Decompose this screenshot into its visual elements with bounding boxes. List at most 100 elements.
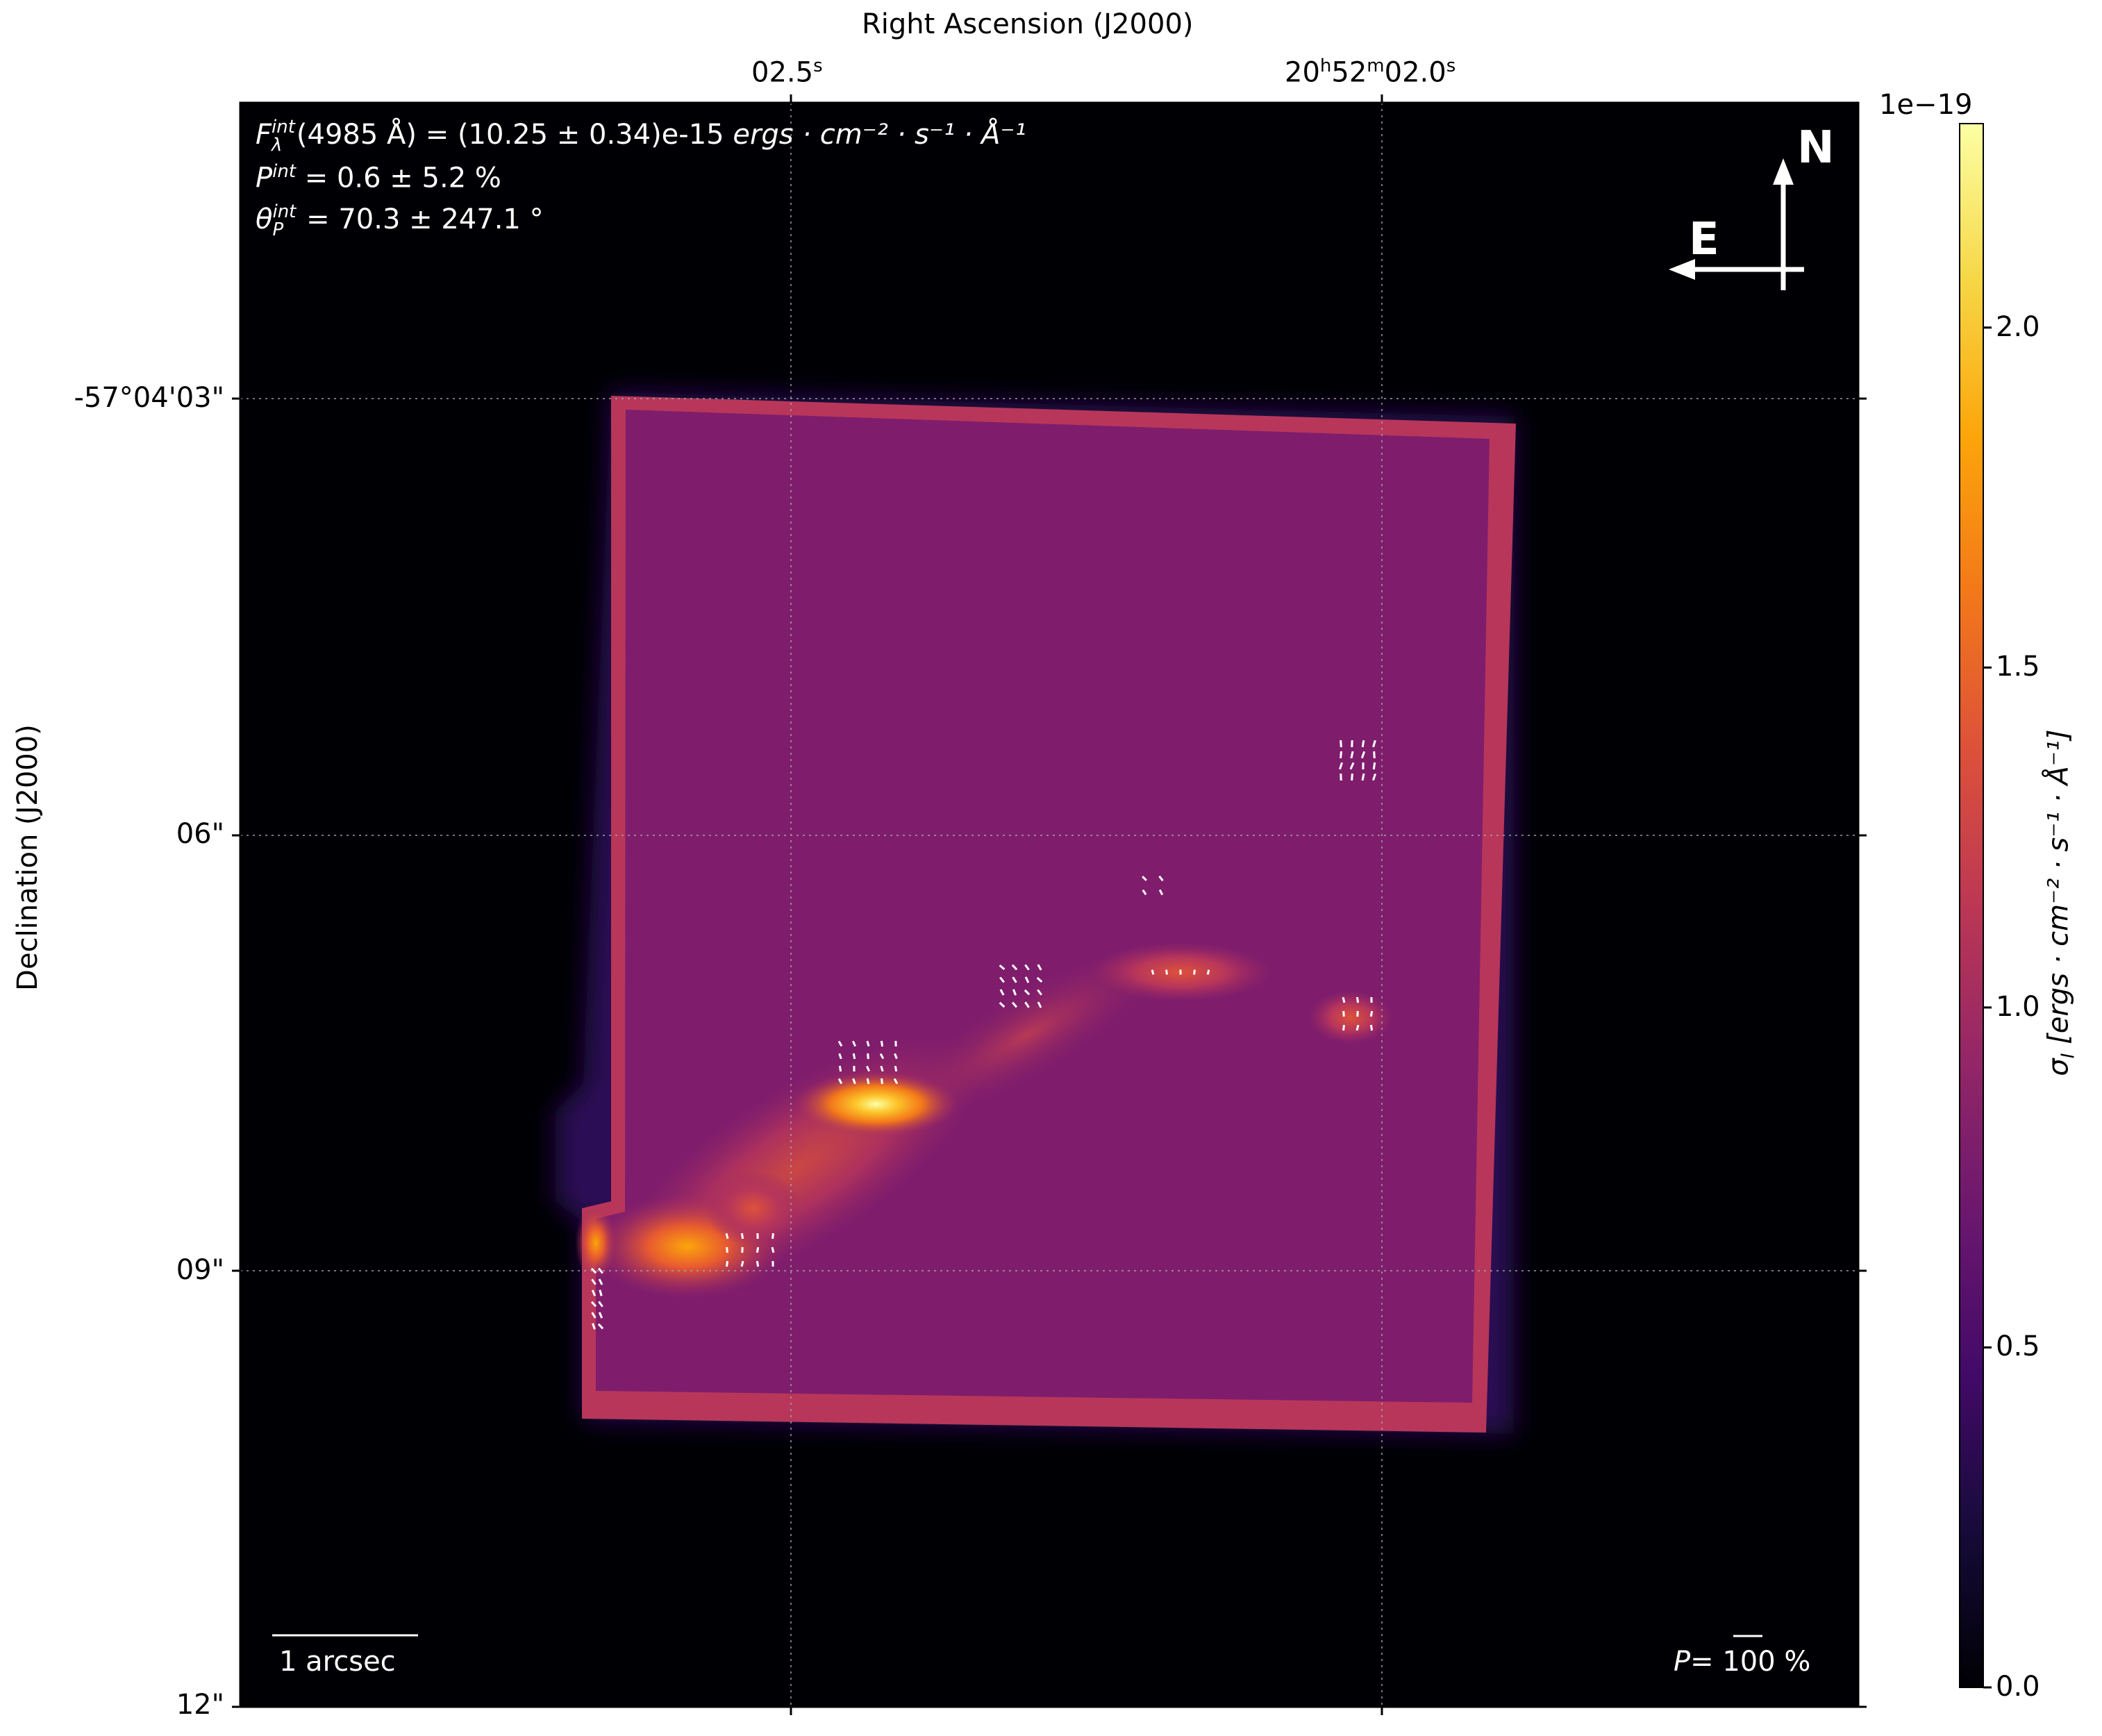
y-tick-label-3: 09" — [176, 1254, 224, 1286]
polarization-vector — [894, 1053, 898, 1060]
polarization-vector — [726, 1246, 728, 1253]
polarization-vector — [771, 1246, 775, 1253]
polarization-vector — [1024, 1001, 1030, 1008]
polarization-vector — [1360, 751, 1366, 759]
polarization-vector — [1373, 751, 1376, 759]
polarization-vector — [879, 1053, 885, 1060]
angle-annotation: θ int P = 70.3 ± 247.1 ° — [256, 201, 544, 240]
polarization-vector — [999, 964, 1006, 971]
polarization-vector — [852, 1078, 856, 1085]
scalebar-label: 1 arcsec — [279, 1646, 396, 1678]
polarization-vector — [1151, 969, 1155, 975]
axes-frame — [239, 101, 1860, 1708]
polarization-vector — [838, 1053, 842, 1060]
colorbar-gradient — [1960, 124, 1983, 1687]
compass-east-arrowhead — [1669, 259, 1695, 280]
polarization-vector — [598, 1301, 603, 1308]
polarization-vector — [598, 1312, 603, 1319]
polarization-vector — [1372, 740, 1376, 748]
x-tick-label-1: 02.5s — [751, 56, 823, 89]
polarization-vector — [599, 1290, 603, 1296]
polarization-vector — [1342, 996, 1346, 1003]
polarization-vector — [598, 1278, 603, 1285]
polarization-vector — [591, 1290, 597, 1296]
polarization-vector — [866, 1040, 870, 1047]
polarization-vector — [1037, 1001, 1042, 1008]
polarization-vector — [726, 1260, 728, 1267]
polarization-vector — [1036, 976, 1043, 983]
colorbar-tick-label: 2.0 — [1996, 310, 2040, 343]
y-tick-label-2: 06" — [176, 818, 224, 850]
polarization-vector — [866, 1065, 870, 1072]
polarization-vector — [1024, 964, 1030, 971]
polarization-vector — [1356, 996, 1360, 1003]
polarization-vector — [1339, 762, 1343, 770]
knot-far-east — [1309, 991, 1392, 1044]
polarization-vector — [590, 1301, 597, 1308]
colorbar-frame — [1959, 123, 1984, 1688]
y-tick-label-1: -57°04'03" — [74, 382, 224, 414]
polarization-vector — [592, 1323, 596, 1330]
polarization-vector — [756, 1260, 760, 1267]
colorbar — [1959, 123, 1992, 1689]
polarization-vector — [881, 1078, 883, 1085]
polarization-vector — [1037, 964, 1042, 971]
polarization-vector — [1037, 989, 1042, 996]
polarization-vector — [1142, 876, 1147, 881]
polarization-vector — [598, 1267, 603, 1274]
polarization-vector — [880, 1040, 884, 1047]
polarization-vector — [591, 1278, 597, 1285]
polarization-vector — [999, 989, 1005, 996]
polarization-vector — [1193, 969, 1196, 975]
grid-lines — [240, 103, 1858, 1707]
polarization-vector — [1024, 989, 1031, 996]
colorbar-offset-label: 1e−19 — [1879, 89, 1973, 121]
x-axis-label: Right Ascension (J2000) — [862, 8, 1194, 40]
knot-peak — [793, 1071, 960, 1137]
knot-mid-west — [705, 1170, 802, 1246]
y-tick-label-4: 12" — [176, 1689, 224, 1721]
polarization-vector — [1142, 889, 1147, 896]
polarization-vector — [1350, 751, 1354, 759]
polarization-vector — [852, 1053, 856, 1060]
polarization-vector — [1340, 751, 1342, 759]
polarization-vector — [1351, 773, 1353, 781]
polarization-vector — [591, 1312, 597, 1319]
polarization-vector — [837, 1040, 843, 1047]
polarization-annotation: Pint = 0.6 ± 5.2 % — [256, 161, 501, 194]
polarization-vector — [837, 1078, 843, 1085]
tick-marks — [232, 94, 1867, 1715]
polarization-vector — [1340, 740, 1342, 748]
polarization-vector — [771, 1233, 774, 1240]
polarization-vector — [1356, 1024, 1360, 1031]
filament-glow-2 — [894, 950, 1162, 1119]
polarization-vector — [999, 976, 1005, 983]
image-axes — [232, 94, 1867, 1715]
polarization-vector — [1024, 976, 1030, 983]
knot-edge-west — [575, 1205, 617, 1281]
polarization-vector — [1012, 989, 1017, 996]
polarization-vector — [756, 1246, 760, 1253]
polarization-vector — [1361, 740, 1365, 748]
polarization-vector — [590, 1267, 597, 1274]
polarization-vector — [725, 1233, 729, 1240]
polarization-vector — [1012, 976, 1017, 983]
polarization-vector — [597, 1323, 604, 1330]
pol-scale-label: P= 100 % — [1674, 1646, 1811, 1678]
polarization-vector — [880, 1065, 884, 1072]
polarization-vector — [1011, 1001, 1018, 1008]
polarization-vector — [999, 1001, 1006, 1008]
colorbar-tick-label: 1.5 — [1996, 651, 2040, 683]
polarization-vector — [893, 1078, 899, 1085]
colorbar-ticks — [1983, 326, 1992, 1689]
polarization-vector — [867, 1053, 869, 1060]
colorbar-tick-label: 0.5 — [1996, 1330, 2040, 1363]
polarization-vector — [1158, 875, 1164, 882]
polarization-vector — [866, 1078, 870, 1085]
polarization-vector — [1206, 969, 1210, 975]
colorbar-tick-label: 0.0 — [1996, 1671, 2040, 1703]
polarization-vector — [1371, 773, 1377, 781]
y-axis-label: Declination (J2000) — [12, 724, 44, 991]
